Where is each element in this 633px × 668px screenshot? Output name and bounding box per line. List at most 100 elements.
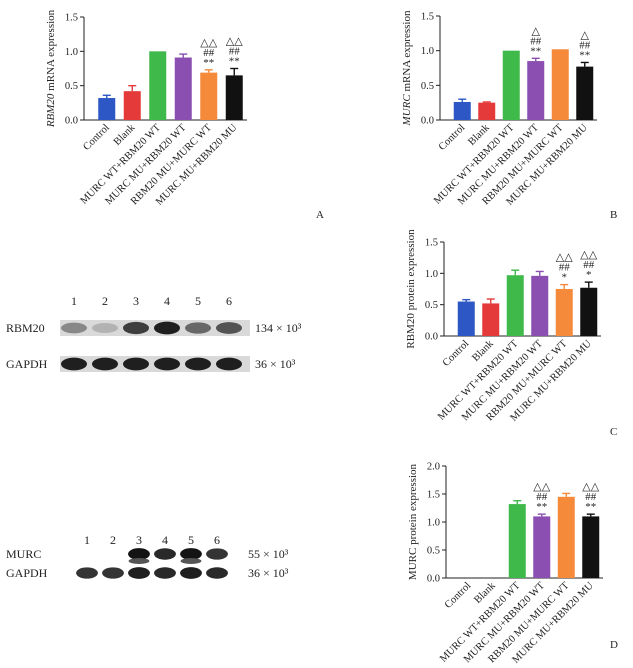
panel-letter: A <box>316 209 324 221</box>
y-tick-label: 1.5 <box>425 238 438 249</box>
significance-mark: ## <box>585 491 597 503</box>
category-label: Control <box>443 580 474 611</box>
blot-band <box>215 322 243 334</box>
lane-number: 5 <box>188 533 194 547</box>
blot-band <box>76 567 98 579</box>
bar <box>576 66 594 120</box>
y-tick-label: 0.0 <box>425 332 438 343</box>
lane-number: 2 <box>102 294 108 308</box>
y-tick-label: 1.0 <box>65 47 78 58</box>
y-tick-label: 0.0 <box>65 116 78 127</box>
blot-band <box>153 357 181 371</box>
significance-mark: * <box>586 269 592 281</box>
western-blot-murc: 1 2 3 4 5 6 MURC 55 × 10³ GAPDH 36 × 10³ <box>6 533 289 580</box>
bar <box>225 75 243 120</box>
panel-letter: B <box>610 209 617 221</box>
blot-band <box>122 321 150 335</box>
category-label: Control <box>441 338 472 369</box>
bar <box>98 98 116 120</box>
lane-number: 4 <box>162 533 168 547</box>
blot-band <box>180 567 202 579</box>
molecular-weight-label: 36 × 10³ <box>255 357 296 371</box>
significance-mark: ** <box>229 56 240 68</box>
significance-mark: △△ <box>582 481 599 493</box>
y-axis-label: RBM20 protein expression <box>405 229 417 349</box>
significance-mark: ** <box>530 45 541 57</box>
y-tick-label: 1.5 <box>427 490 440 501</box>
bar <box>557 496 575 578</box>
blot-band <box>215 357 243 371</box>
panel-letter: C <box>610 426 617 438</box>
blot-band <box>122 357 150 371</box>
lane-number: 1 <box>71 294 77 308</box>
bar <box>582 516 600 578</box>
lane-number: 6 <box>214 533 220 547</box>
blot-row-label: RBM20 <box>6 321 45 335</box>
bar <box>123 91 141 120</box>
blot-row-label: GAPDH <box>6 566 48 580</box>
molecular-weight-label: 36 × 10³ <box>248 566 289 580</box>
y-axis-label: RBM20 mRNA expression <box>45 9 57 128</box>
bar <box>502 50 520 120</box>
significance-mark: △△ <box>580 249 597 261</box>
y-axis-label-gene: MURC <box>401 94 413 127</box>
significance-mark: ## <box>579 39 591 51</box>
bar <box>453 101 471 120</box>
bar <box>531 275 549 336</box>
significance-mark: ** <box>536 501 547 513</box>
blot-row-label: GAPDH <box>6 357 48 371</box>
significance-mark: ## <box>583 259 595 271</box>
y-tick-label: 0.5 <box>65 81 78 92</box>
lane-number: 1 <box>84 533 90 547</box>
y-tick-label: 1.0 <box>427 518 440 529</box>
significance-mark: ## <box>559 262 571 274</box>
bar <box>200 72 218 120</box>
blot-band <box>180 548 202 560</box>
bar <box>551 49 569 120</box>
significance-mark: △ <box>532 25 541 37</box>
y-tick-label: 0.0 <box>421 116 434 127</box>
y-tick-label: 2.0 <box>427 462 440 473</box>
y-tick-label: 1.0 <box>421 46 434 57</box>
significance-mark: △△ <box>226 36 243 48</box>
bar <box>508 504 526 578</box>
chart-murc-mrna: 0.0 0.5 1.0 1.5 MURC mRNA expression Control B… <box>401 10 617 221</box>
bar <box>174 57 192 120</box>
significance-mark: ## <box>536 491 548 503</box>
significance-mark: ** <box>579 49 590 61</box>
chart-rbm20-mrna: 0.0 0.5 1.0 1.5 RBM20 mRNA expression Control… <box>45 9 324 221</box>
bar <box>457 301 475 336</box>
lane-number: 6 <box>226 294 232 308</box>
chart-murc-protein: 0.0 0.5 1.0 1.5 2.0 MURC protein expression Co… <box>407 462 618 666</box>
chart-rbm20-protein: 0.0 0.5 1.0 1.5 RBM20 protein expression Cont… <box>405 229 617 438</box>
blot-band <box>180 558 202 564</box>
blot-row-label: MURC <box>6 547 41 561</box>
y-tick-label: 0.5 <box>425 300 438 311</box>
blot-band <box>153 321 181 335</box>
significance-mark: ## <box>203 47 215 59</box>
bar <box>527 61 545 120</box>
y-axis-label: MURC mRNA expression <box>401 10 413 126</box>
significance-mark: ## <box>229 46 241 58</box>
y-tick-label: 0.5 <box>427 546 440 557</box>
significance-mark: △△ <box>200 37 217 49</box>
significance-mark: △△ <box>556 252 573 264</box>
lane-number: 3 <box>136 533 142 547</box>
significance-mark: △△ <box>533 481 550 493</box>
blot-band <box>91 323 119 333</box>
y-tick-label: 1.0 <box>425 269 438 280</box>
significance-mark: ## <box>530 35 542 47</box>
significance-mark: ** <box>203 57 214 69</box>
y-tick-label: 1.5 <box>421 12 434 23</box>
y-axis-label-text: mRNA expression <box>401 10 413 94</box>
blot-band <box>184 357 212 371</box>
western-blot-rbm20: 1 2 3 4 5 6 RBM20 134 × 10³ GAPDH 36 × 10³ <box>6 294 302 372</box>
bar <box>478 102 496 120</box>
blot-band <box>154 567 176 579</box>
y-axis-label: MURC protein expression <box>407 463 419 580</box>
blot-band <box>184 322 212 334</box>
molecular-weight-label: 134 × 10³ <box>255 321 302 335</box>
blot-band <box>60 322 88 334</box>
bar <box>555 289 573 336</box>
